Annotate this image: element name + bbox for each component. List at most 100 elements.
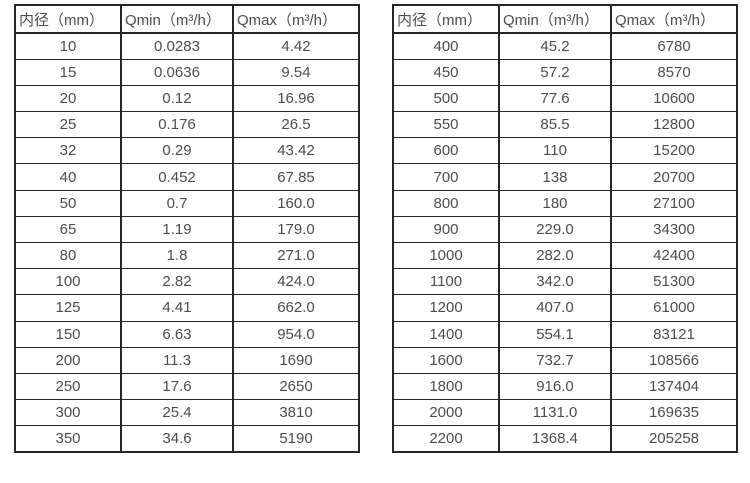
table-row: 250 17.6 2650: [14, 372, 360, 401]
table-row: 400 45.2 6780: [392, 32, 738, 60]
table-cell-qmax: 10600: [610, 84, 738, 113]
table-cell-qmin: 1131.0: [498, 399, 612, 427]
table-cell-diameter: 150: [14, 320, 122, 348]
table-row: 550 85.5 12800: [392, 111, 738, 139]
flow-range-table-large-diameters: 内径（mm） Qmin（m³/h） Qmax（m³/h） 400 45.2 6780 45…: [392, 4, 738, 453]
table-cell-qmax: 271.0: [232, 241, 360, 270]
table-cell-qmin: 6.63: [120, 320, 234, 348]
table-cell-qmin: 2.82: [120, 268, 234, 296]
table-cell-diameter: 500: [392, 84, 500, 113]
table-row: 1600 732.7 108566: [392, 346, 738, 374]
table-cell-diameter: 2200: [392, 425, 500, 453]
table-cell-qmax: 42400: [610, 241, 738, 270]
column-header-diameter: 内径（mm）: [14, 4, 122, 34]
table-row: 450 57.2 8570: [392, 58, 738, 86]
table-cell-diameter: 125: [14, 294, 122, 322]
table-cell-qmax: 12800: [610, 111, 738, 139]
table-row: 100 2.82 424.0: [14, 268, 360, 296]
table-cell-diameter: 1600: [392, 346, 500, 374]
table-cell-qmin: 1.19: [120, 215, 234, 244]
table-row: 300 25.4 3810: [14, 399, 360, 427]
table-row: 900 229.0 34300: [392, 215, 738, 244]
table-row: 1200 407.0 61000: [392, 294, 738, 322]
table-cell-diameter: 1400: [392, 320, 500, 348]
table-cell-qmin: 407.0: [498, 294, 612, 322]
table-cell-qmin: 0.12: [120, 84, 234, 113]
table-header: 内径（mm） Qmin（m³/h） Qmax（m³/h）: [14, 4, 360, 34]
table-cell-qmin: 180: [498, 189, 612, 217]
table-row: 25 0.176 26.5: [14, 111, 360, 139]
table-cell-diameter: 300: [14, 399, 122, 427]
table-row: 700 138 20700: [392, 163, 738, 191]
table-cell-diameter: 80: [14, 241, 122, 270]
table-cell-diameter: 1200: [392, 294, 500, 322]
table-cell-qmax: 20700: [610, 163, 738, 191]
table-cell-qmin: 0.176: [120, 111, 234, 139]
table-cell-qmin: 110: [498, 137, 612, 165]
table-cell-qmax: 954.0: [232, 320, 360, 348]
table-cell-qmax: 61000: [610, 294, 738, 322]
table-cell-qmin: 342.0: [498, 268, 612, 296]
table-cell-qmin: 0.0636: [120, 58, 234, 86]
table-cell-diameter: 200: [14, 346, 122, 374]
table-cell-diameter: 250: [14, 372, 122, 401]
table-cell-qmax: 108566: [610, 346, 738, 374]
table-cell-qmax: 6780: [610, 32, 738, 60]
table-row: 150 6.63 954.0: [14, 320, 360, 348]
table-cell-qmax: 4.42: [232, 32, 360, 60]
table-cell-qmin: 77.6: [498, 84, 612, 113]
table-cell-qmax: 3810: [232, 399, 360, 427]
table-cell-qmin: 11.3: [120, 346, 234, 374]
table-cell-diameter: 2000: [392, 399, 500, 427]
table-cell-qmin: 45.2: [498, 32, 612, 60]
table-cell-qmax: 424.0: [232, 268, 360, 296]
table-cell-qmax: 26.5: [232, 111, 360, 139]
table-cell-diameter: 32: [14, 137, 122, 165]
table-cell-diameter: 1000: [392, 241, 500, 270]
table-row: 80 1.8 271.0: [14, 241, 360, 270]
table-row: 1400 554.1 83121: [392, 320, 738, 348]
table-cell-qmin: 732.7: [498, 346, 612, 374]
table-cell-qmin: 916.0: [498, 372, 612, 401]
table-cell-qmax: 662.0: [232, 294, 360, 322]
table-cell-qmax: 67.85: [232, 163, 360, 191]
table-cell-qmin: 85.5: [498, 111, 612, 139]
table-cell-diameter: 1800: [392, 372, 500, 401]
table-cell-diameter: 40: [14, 163, 122, 191]
table-cell-qmin: 554.1: [498, 320, 612, 348]
table-row: 350 34.6 5190: [14, 425, 360, 453]
column-header-qmin: Qmin（m³/h）: [498, 4, 612, 34]
table-cell-qmax: 9.54: [232, 58, 360, 86]
table-cell-qmin: 1.8: [120, 241, 234, 270]
table-row: 1800 916.0 137404: [392, 372, 738, 401]
table-cell-diameter: 25: [14, 111, 122, 139]
table-row: 500 77.6 10600: [392, 84, 738, 113]
table-header: 内径（mm） Qmin（m³/h） Qmax（m³/h）: [392, 4, 738, 34]
table-cell-qmax: 27100: [610, 189, 738, 217]
table-cell-qmax: 15200: [610, 137, 738, 165]
table-cell-diameter: 450: [392, 58, 500, 86]
table-row: 800 180 27100: [392, 189, 738, 217]
table-cell-diameter: 800: [392, 189, 500, 217]
table-cell-qmin: 229.0: [498, 215, 612, 244]
column-header-qmax: Qmax（m³/h）: [232, 4, 360, 34]
column-header-diameter: 内径（mm）: [392, 4, 500, 34]
table-row: 600 110 15200: [392, 137, 738, 165]
table-cell-qmin: 57.2: [498, 58, 612, 86]
column-header-qmax: Qmax（m³/h）: [610, 4, 738, 34]
table-cell-qmin: 25.4: [120, 399, 234, 427]
table-cell-diameter: 600: [392, 137, 500, 165]
table-cell-qmin: 1368.4: [498, 425, 612, 453]
table-row: 1100 342.0 51300: [392, 268, 738, 296]
table-cell-diameter: 900: [392, 215, 500, 244]
table-row: 1000 282.0 42400: [392, 241, 738, 270]
table-cell-qmax: 8570: [610, 58, 738, 86]
table-row: 125 4.41 662.0: [14, 294, 360, 322]
table-cell-qmax: 169635: [610, 399, 738, 427]
table-row: 65 1.19 179.0: [14, 215, 360, 244]
table-cell-qmin: 282.0: [498, 241, 612, 270]
table-cell-diameter: 700: [392, 163, 500, 191]
table-cell-qmax: 160.0: [232, 189, 360, 217]
table-cell-diameter: 350: [14, 425, 122, 453]
table-cell-qmax: 2650: [232, 372, 360, 401]
